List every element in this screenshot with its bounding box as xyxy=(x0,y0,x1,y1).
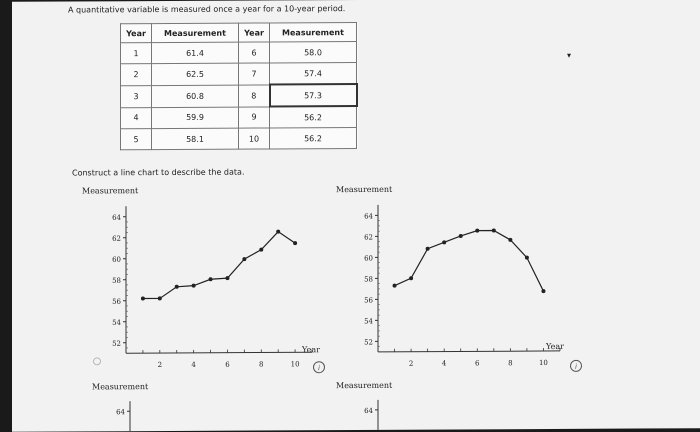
info-icon[interactable]: i xyxy=(569,359,583,373)
y-tick-label: 58 xyxy=(112,277,121,285)
data-point xyxy=(293,241,297,245)
chart-option-a[interactable]: Measurement 64 62 60 58 56 54 52 2 4 6 8 10 Year xyxy=(72,180,362,377)
table-cell: 62.5 xyxy=(152,63,239,85)
y-tick-label: 62 xyxy=(364,233,373,241)
x-tick-label: 6 xyxy=(475,359,480,367)
y-tick-label: 62 xyxy=(112,235,121,243)
data-point xyxy=(175,285,179,289)
instruction-text: Construct a line chart to describe the d… xyxy=(72,168,245,178)
x-tick-label: 2 xyxy=(158,361,162,369)
table-row: 5 58.1 10 56.2 xyxy=(121,128,357,150)
data-point xyxy=(276,230,280,234)
y-axis-label: Measurement xyxy=(92,382,149,391)
data-point xyxy=(393,284,397,288)
data-point xyxy=(225,276,229,280)
option-radio-a[interactable] xyxy=(94,358,101,365)
data-point xyxy=(459,234,463,238)
cursor-marker: ▾ xyxy=(567,51,571,60)
data-point xyxy=(541,289,545,293)
data-point xyxy=(242,257,246,261)
table-cell: 57.3 xyxy=(270,84,357,106)
series-line xyxy=(395,230,544,292)
table-cell: 2 xyxy=(121,64,152,86)
data-point xyxy=(508,238,512,242)
y-tick-label: 54 xyxy=(112,319,121,327)
table-cell: 58.0 xyxy=(270,42,357,63)
table-cell: 6 xyxy=(239,42,270,63)
svg-text:i: i xyxy=(575,363,577,371)
y-tick-label: 60 xyxy=(364,254,373,262)
table-cell: 7 xyxy=(239,63,270,85)
header-measurement-2: Measurement xyxy=(270,23,357,42)
data-point xyxy=(492,229,496,233)
x-tick-label: 10 xyxy=(539,359,548,367)
data-point xyxy=(192,284,196,288)
data-point xyxy=(409,276,413,280)
table-row: 3 60.8 8 57.3 xyxy=(121,84,357,107)
table-cell: 5 xyxy=(121,129,152,150)
data-point xyxy=(525,256,529,260)
x-tick-label: 2 xyxy=(409,360,413,368)
table-cell: 57.4 xyxy=(270,63,357,85)
y-tick-label: 56 xyxy=(364,296,373,304)
y-axis-label: Measurement xyxy=(336,185,393,194)
x-tick-label: 4 xyxy=(191,361,196,369)
y-tick-label: 52 xyxy=(364,338,373,346)
data-point xyxy=(209,277,213,281)
header-measurement-1: Measurement xyxy=(152,23,239,42)
table-cell: 1 xyxy=(121,43,152,64)
table-row: 1 61.4 6 58.0 xyxy=(121,42,357,64)
x-tick-label: 4 xyxy=(442,360,447,368)
y-tick-label: 54 xyxy=(364,317,373,325)
chart-option-d[interactable]: Measurement 64 xyxy=(322,377,522,430)
y-axis-label: Measurement xyxy=(82,186,139,195)
x-axis xyxy=(378,351,560,352)
chart-option-c[interactable]: Measurement 64 xyxy=(72,378,272,431)
y-tick-label: 58 xyxy=(364,275,373,283)
table-cell: 56.2 xyxy=(270,106,357,128)
table-cell: 61.4 xyxy=(152,42,239,63)
table-cell: 3 xyxy=(121,85,152,107)
x-tick-label: 8 xyxy=(259,360,263,368)
y-tick-label: 64 xyxy=(112,214,121,222)
y-tick-label: 64 xyxy=(364,212,373,220)
x-axis-label: Year xyxy=(545,342,564,351)
x-tick-label: 8 xyxy=(508,359,512,367)
y-axis-label: Measurement xyxy=(336,381,393,390)
table-cell: 58.1 xyxy=(152,128,239,149)
header-year-1: Year xyxy=(121,24,152,43)
table-cell: 9 xyxy=(239,106,270,128)
table-cell: 10 xyxy=(239,128,270,149)
header-year-2: Year xyxy=(239,23,270,42)
table-cell: 60.8 xyxy=(152,85,239,107)
table-cell: 4 xyxy=(121,107,152,129)
data-point xyxy=(426,247,430,251)
y-tick-label: 52 xyxy=(112,340,121,348)
data-point xyxy=(158,296,162,300)
y-tick-label: 60 xyxy=(112,256,121,264)
y-tick-label: 64 xyxy=(116,408,125,416)
table-row: 4 59.9 9 56.2 xyxy=(121,106,357,129)
table-cell: 59.9 xyxy=(152,107,239,129)
question-page: A quantitative variable is measured once… xyxy=(12,0,700,432)
table-cell: 56.2 xyxy=(270,128,357,149)
y-tick-label: 56 xyxy=(112,298,121,306)
data-point xyxy=(442,240,446,244)
table-cell: 8 xyxy=(239,84,270,106)
x-axis-label: Year xyxy=(301,345,320,354)
x-tick-label: 6 xyxy=(225,361,230,369)
data-point xyxy=(141,297,145,301)
x-tick-label: 10 xyxy=(291,360,300,368)
data-point xyxy=(475,229,479,233)
data-table: Year Measurement Year Measurement 1 61.4… xyxy=(120,22,358,150)
data-point xyxy=(259,248,263,252)
table-row: 2 62.5 7 57.4 xyxy=(121,63,357,86)
svg-text:i: i xyxy=(318,364,320,372)
series-line xyxy=(143,232,295,299)
chart-option-b[interactable]: Measurement 64 62 60 58 56 54 52 2 4 6 8 10 Year xyxy=(322,179,612,376)
x-axis xyxy=(126,352,312,353)
question-prompt: A quantitative variable is measured once… xyxy=(68,4,345,14)
y-tick-label: 64 xyxy=(364,407,373,415)
